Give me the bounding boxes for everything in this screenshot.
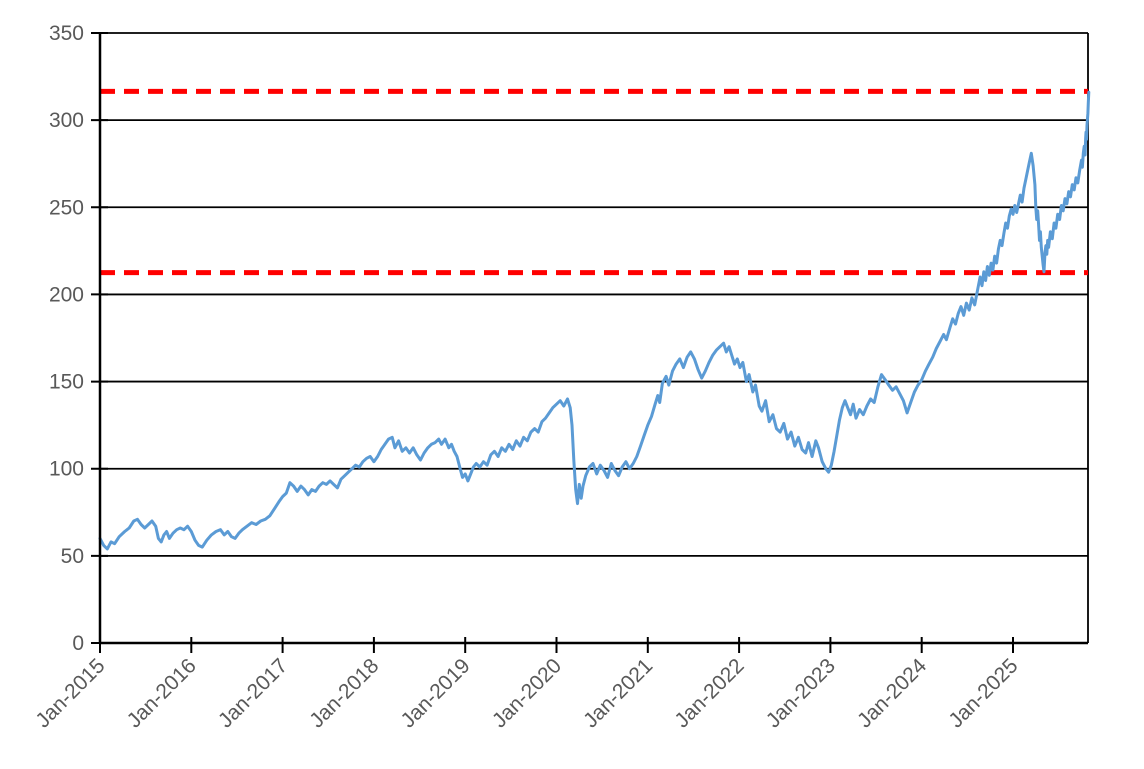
- x-axis-label-Jan-2023: Jan-2023: [762, 654, 840, 732]
- x-axis-label-Jan-2025: Jan-2025: [944, 654, 1022, 732]
- price-series-line: [98, 90, 1091, 551]
- y-axis-label-200: 200: [49, 283, 84, 306]
- y-axis-label-150: 150: [49, 371, 84, 394]
- y-axis-label-0: 0: [72, 632, 84, 655]
- gridlines-layer: [100, 32, 1089, 645]
- x-axis-label-Jan-2018: Jan-2018: [305, 654, 383, 732]
- y-axis-label-100: 100: [49, 458, 84, 481]
- x-axis-label-Jan-2022: Jan-2022: [670, 654, 748, 732]
- y-axis-label-300: 300: [49, 109, 84, 132]
- axes-layer: [91, 32, 1014, 653]
- x-axis-label-Jan-2015: Jan-2015: [31, 654, 109, 732]
- x-axis-label-Jan-2016: Jan-2016: [123, 654, 201, 732]
- y-axis-label-250: 250: [49, 196, 84, 219]
- x-axis-label-Jan-2020: Jan-2020: [488, 654, 566, 732]
- x-axis-label-Jan-2024: Jan-2024: [853, 654, 931, 732]
- x-axis-label-Jan-2019: Jan-2019: [397, 654, 475, 732]
- y-axis-label-50: 50: [61, 545, 84, 568]
- x-axis-label-Jan-2017: Jan-2017: [214, 654, 292, 732]
- x-axis-label-Jan-2021: Jan-2021: [579, 654, 657, 732]
- series-layer: [98, 90, 1091, 551]
- y-axis-label-350: 350: [49, 22, 84, 45]
- reference-lines-layer: [100, 88, 1088, 276]
